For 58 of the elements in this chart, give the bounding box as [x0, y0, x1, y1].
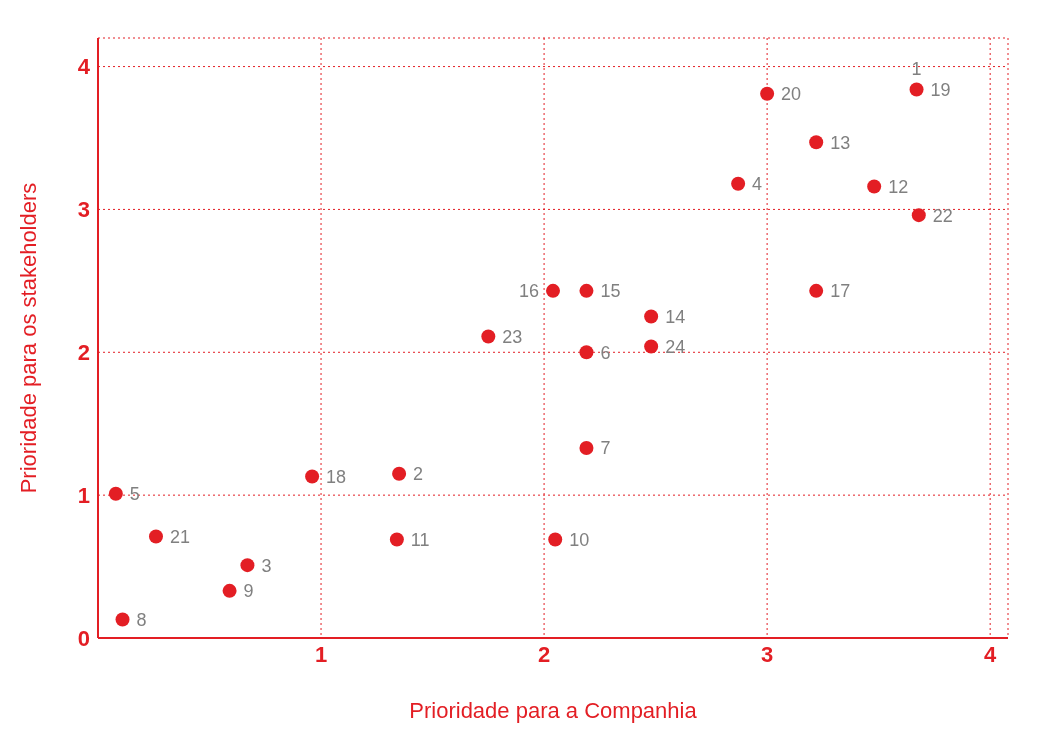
y-tick-label: 0 — [77, 625, 90, 651]
point — [115, 612, 130, 627]
point — [579, 441, 594, 455]
annotation: 19 — [930, 79, 951, 100]
point — [644, 339, 659, 354]
point — [548, 532, 563, 547]
annotation: 3 — [261, 555, 272, 576]
annotation: 17 — [830, 281, 851, 302]
annotation: 24 — [665, 336, 686, 357]
annotation: 10 — [569, 529, 590, 550]
point — [579, 283, 594, 298]
point — [240, 558, 255, 573]
point — [911, 208, 926, 223]
annotation: 22 — [932, 205, 953, 226]
point — [108, 486, 123, 501]
x-tick-label: 3 — [760, 641, 774, 667]
point — [579, 345, 594, 360]
annotation: 20 — [781, 84, 802, 105]
annotation: 15 — [600, 281, 621, 302]
annotation: 16 — [518, 281, 539, 302]
point — [546, 283, 560, 298]
point — [481, 329, 496, 344]
point — [809, 283, 824, 298]
y-tick-label: 1 — [77, 482, 90, 508]
point — [392, 466, 407, 481]
point — [389, 532, 404, 547]
x-tick-label: 2 — [537, 641, 551, 667]
point — [222, 583, 237, 598]
annotation: 18 — [326, 466, 347, 487]
annotation: 8 — [136, 609, 147, 630]
point — [809, 135, 824, 150]
annotation: 21 — [169, 526, 191, 547]
point — [148, 529, 163, 544]
annotation: 4 — [752, 174, 763, 195]
x-axis-title: Prioridade para a Companhia — [409, 698, 698, 723]
y-tick-label: 4 — [77, 54, 91, 80]
annotation: 5 — [129, 484, 140, 505]
annotation: 14 — [665, 306, 686, 327]
annotation: 1 — [911, 59, 922, 80]
point — [731, 176, 746, 191]
point — [909, 82, 924, 97]
annotation: 6 — [600, 342, 611, 363]
annotation: 11 — [410, 529, 430, 550]
annotation: 2 — [413, 464, 424, 485]
point — [644, 309, 659, 324]
point — [305, 469, 320, 484]
annotation: 7 — [600, 438, 611, 459]
annotation: 13 — [830, 132, 851, 153]
annotation: 9 — [243, 581, 254, 602]
point — [760, 86, 775, 101]
point — [867, 179, 882, 194]
y-tick-label: 2 — [77, 340, 90, 366]
annotation: 12 — [888, 176, 909, 197]
y-tick-label: 3 — [77, 197, 90, 223]
annotation: 23 — [502, 326, 523, 347]
y-axis-title: Prioridade para os stakeholders — [15, 182, 41, 494]
x-tick-label: 1 — [314, 641, 328, 667]
x-tick-label: 4 — [984, 641, 998, 667]
